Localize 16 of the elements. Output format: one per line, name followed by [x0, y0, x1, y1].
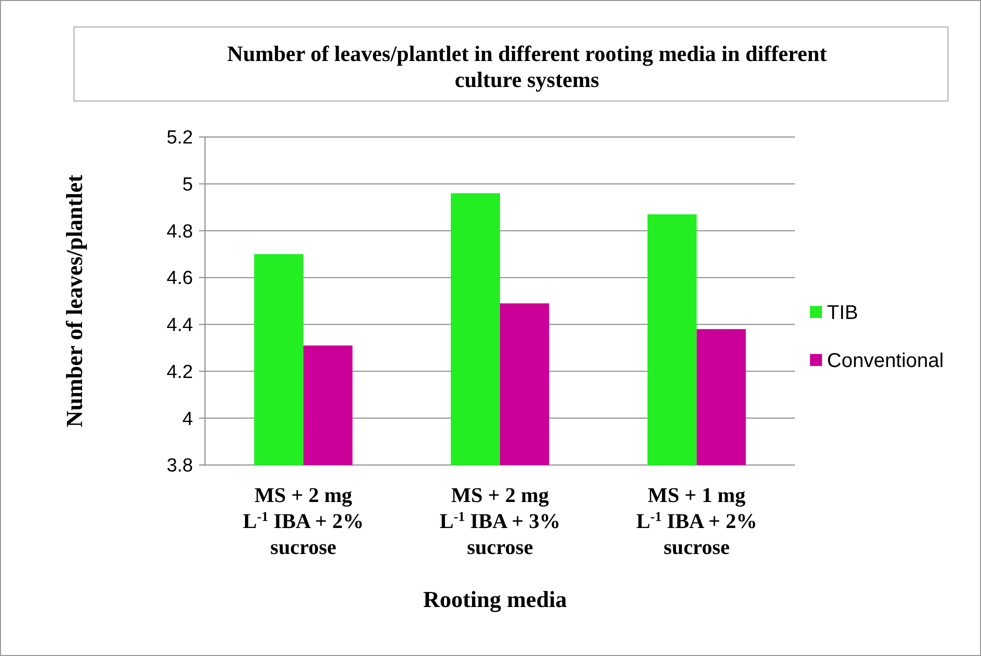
y-tick-label: 4.2 [166, 362, 193, 383]
y-tick-label: 5 [182, 174, 193, 196]
chart-title: Number of leaves/plantlet in different rooting media in different culture systems [227, 41, 827, 92]
legend-label: Conventional [827, 350, 944, 372]
y-tick-label: 4.6 [166, 268, 193, 290]
x-axis-title: Rooting media [423, 587, 568, 613]
y-tick-label: 4 [182, 408, 194, 430]
y-tick-label: 4.8 [166, 221, 193, 242]
legend-label: TIB [827, 302, 858, 324]
category-label: MS + 2 mg L$^{-1}$ IBA + 2% sucrose [242, 483, 364, 559]
y-tick-label: 5.2 [166, 128, 193, 149]
y-tick-label: 4.4 [166, 315, 194, 336]
category-label: MS + 2 mg L$^{-1}$ IBA + 3% sucrose [440, 483, 560, 559]
y-axis-title: Number of leaves/plantlet [62, 174, 87, 428]
category-label: MS + 1 mg L$^{-1}$ IBA + 2% sucrose [636, 483, 758, 559]
y-tick-label: 3.8 [166, 456, 193, 477]
